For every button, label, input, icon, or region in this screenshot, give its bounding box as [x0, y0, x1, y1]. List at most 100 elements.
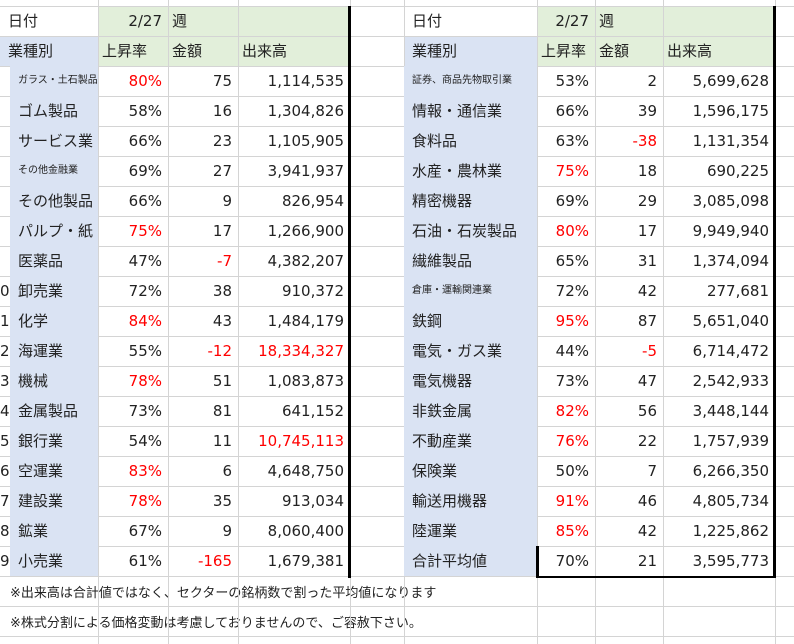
amount-cell[interactable]: -38: [632, 132, 658, 150]
sector-name-cell[interactable]: サービス業: [10, 126, 98, 156]
rise-rate-cell[interactable]: 58%: [128, 102, 162, 120]
volume-cell[interactable]: 8,060,400: [267, 522, 344, 540]
volume-cell[interactable]: 9,949,940: [692, 222, 769, 240]
date-value-right[interactable]: 2/27: [537, 6, 595, 36]
sector-label-right[interactable]: 業種別: [404, 36, 537, 66]
rise-rate-cell[interactable]: 72%: [128, 282, 162, 300]
volume-cell[interactable]: 1,105,905: [267, 132, 344, 150]
sector-name-cell[interactable]: 海運業: [10, 336, 98, 366]
amount-cell[interactable]: 29: [637, 192, 657, 210]
rise-rate-cell[interactable]: 66%: [128, 132, 162, 150]
volume-cell[interactable]: 1,114,535: [267, 72, 344, 90]
amount-cell[interactable]: 43: [212, 312, 232, 330]
date-value-left[interactable]: 2/27: [98, 6, 168, 36]
amount-cell[interactable]: 7: [647, 462, 657, 480]
sector-name-cell[interactable]: 銀行業: [10, 426, 98, 456]
note-split[interactable]: ※株式分割による価格変動は考慮しておりませんので、ご容赦下さい。: [10, 616, 422, 631]
header-blank-left[interactable]: [238, 6, 350, 36]
amount-cell[interactable]: -5: [642, 342, 657, 360]
sector-name-cell[interactable]: 鉄鋼: [404, 306, 537, 336]
volume-cell[interactable]: 3,448,144: [692, 402, 769, 420]
sector-name-cell[interactable]: その他金融業: [10, 156, 98, 186]
volume-label-left[interactable]: 出来高: [238, 36, 350, 66]
sector-name-cell[interactable]: 情報・通信業: [404, 96, 537, 126]
sector-label-left[interactable]: 業種別: [0, 36, 98, 66]
volume-cell[interactable]: 910,372: [281, 282, 344, 300]
rise-rate-cell[interactable]: 83%: [128, 462, 162, 480]
volume-cell[interactable]: 5,699,628: [692, 72, 769, 90]
volume-cell[interactable]: 6,266,350: [692, 462, 769, 480]
rise-rate-cell[interactable]: 91%: [555, 492, 589, 510]
amount-cell[interactable]: 21: [637, 552, 657, 570]
amount-cell[interactable]: 11: [212, 432, 232, 450]
volume-label-right[interactable]: 出来高: [663, 36, 775, 66]
rise-rate-cell[interactable]: 80%: [555, 222, 589, 240]
amount-cell[interactable]: 38: [212, 282, 232, 300]
rise-rate-cell[interactable]: 82%: [555, 402, 589, 420]
amount-cell[interactable]: 56: [637, 402, 657, 420]
rise-rate-cell[interactable]: 67%: [128, 522, 162, 540]
sector-name-cell[interactable]: 輸送用機器: [404, 486, 537, 516]
volume-cell[interactable]: 6,714,472: [692, 342, 769, 360]
rise-rate-cell[interactable]: 53%: [555, 72, 589, 90]
sector-name-cell[interactable]: 証券、商品先物取引業: [404, 66, 537, 96]
volume-cell[interactable]: 1,083,873: [267, 372, 344, 390]
rise-rate-cell[interactable]: 47%: [128, 252, 162, 270]
volume-cell[interactable]: 18,334,327: [258, 342, 344, 360]
rise-rate-cell[interactable]: 75%: [128, 222, 162, 240]
volume-cell[interactable]: 3,085,098: [692, 192, 769, 210]
volume-cell[interactable]: 1,484,179: [267, 312, 344, 330]
amount-cell[interactable]: 18: [637, 162, 657, 180]
amount-cell[interactable]: 16: [212, 102, 232, 120]
note-volume[interactable]: ※出来高は合計値ではなく、セクターの銘柄数で割った平均値になります: [10, 586, 437, 601]
amount-cell[interactable]: 42: [637, 522, 657, 540]
rise-label-right[interactable]: 上昇率: [537, 36, 595, 66]
amount-cell[interactable]: 9: [222, 192, 232, 210]
sector-name-cell[interactable]: 倉庫・運輸関連業: [404, 276, 537, 306]
sector-name-cell[interactable]: 不動産業: [404, 426, 537, 456]
amount-cell[interactable]: 51: [212, 372, 232, 390]
amount-cell[interactable]: 9: [222, 522, 232, 540]
rise-label-left[interactable]: 上昇率: [98, 36, 168, 66]
volume-cell[interactable]: 1,304,826: [267, 102, 344, 120]
rise-rate-cell[interactable]: 75%: [555, 162, 589, 180]
volume-cell[interactable]: 4,648,750: [267, 462, 344, 480]
sector-name-cell[interactable]: 石油・石炭製品: [404, 216, 537, 246]
amount-cell[interactable]: 87: [637, 312, 657, 330]
sector-name-cell[interactable]: 電気機器: [404, 366, 537, 396]
amount-cell[interactable]: 42: [637, 282, 657, 300]
rise-rate-cell[interactable]: 50%: [555, 462, 589, 480]
header-blank-right[interactable]: [663, 6, 775, 36]
rise-rate-cell[interactable]: 69%: [555, 192, 589, 210]
amount-cell[interactable]: 23: [212, 132, 232, 150]
sector-name-cell[interactable]: 水産・農林業: [404, 156, 537, 186]
volume-cell[interactable]: 2,542,933: [692, 372, 769, 390]
sector-name-cell[interactable]: その他製品: [10, 186, 98, 216]
sector-name-cell[interactable]: 卸売業: [10, 276, 98, 306]
volume-cell[interactable]: 1,131,354: [692, 132, 769, 150]
sector-name-cell[interactable]: 医薬品: [10, 246, 98, 276]
amount-cell[interactable]: 46: [637, 492, 657, 510]
volume-cell[interactable]: 4,805,734: [692, 492, 769, 510]
volume-cell[interactable]: 641,152: [281, 402, 344, 420]
volume-cell[interactable]: 913,034: [281, 492, 344, 510]
sector-name-cell[interactable]: 機械: [10, 366, 98, 396]
date-label-left[interactable]: 日付: [8, 12, 39, 30]
volume-cell[interactable]: 1,374,094: [692, 252, 769, 270]
week-label-left[interactable]: 週: [168, 6, 238, 36]
rise-rate-cell[interactable]: 66%: [555, 102, 589, 120]
rise-rate-cell[interactable]: 70%: [555, 552, 589, 570]
volume-cell[interactable]: 1,679,381: [267, 552, 344, 570]
sector-name-cell[interactable]: 精密機器: [404, 186, 537, 216]
rise-rate-cell[interactable]: 76%: [555, 432, 589, 450]
volume-cell[interactable]: 1,266,900: [267, 222, 344, 240]
week-label-right[interactable]: 週: [595, 6, 663, 36]
sector-name-cell[interactable]: 化学: [10, 306, 98, 336]
amount-cell[interactable]: -165: [197, 552, 232, 570]
amount-cell[interactable]: 2: [647, 72, 657, 90]
volume-cell[interactable]: 690,225: [706, 162, 769, 180]
sector-name-cell[interactable]: 空運業: [10, 456, 98, 486]
rise-rate-cell[interactable]: 72%: [555, 282, 589, 300]
rise-rate-cell[interactable]: 54%: [128, 432, 162, 450]
amount-cell[interactable]: 39: [637, 102, 657, 120]
